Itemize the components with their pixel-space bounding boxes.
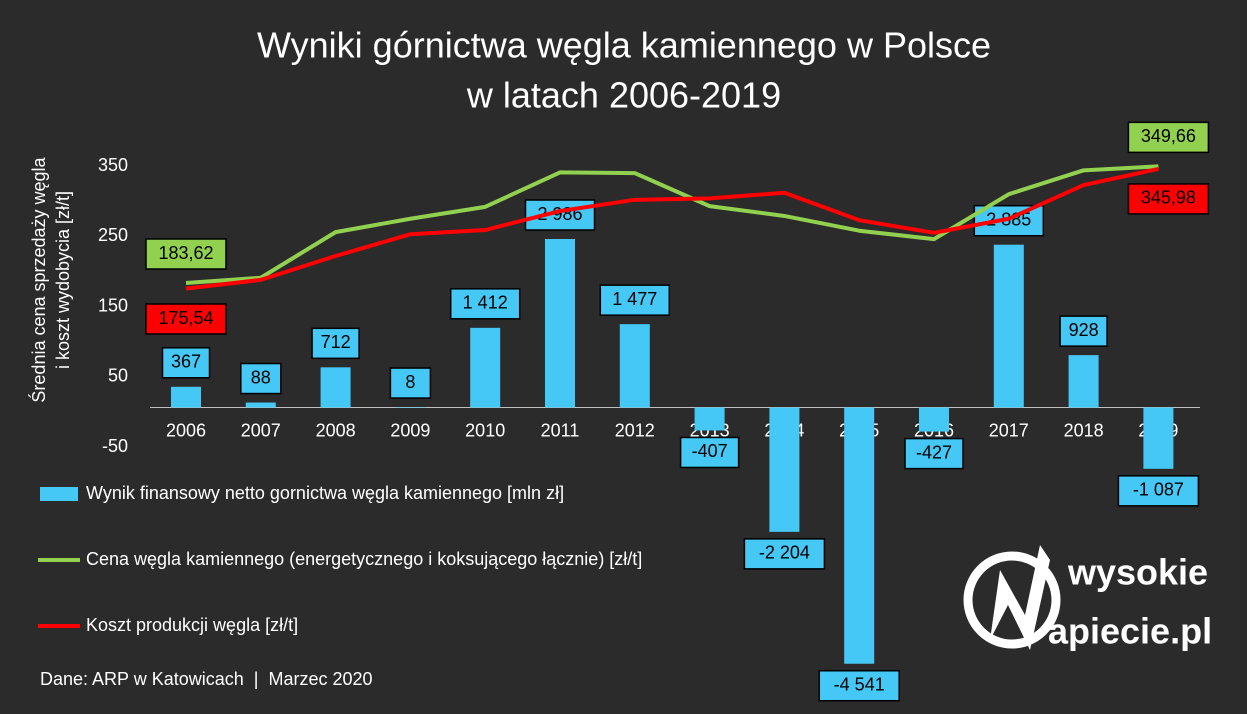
bar-label-box <box>161 347 211 379</box>
bar-label: 1 412 <box>463 293 508 313</box>
y-tick-label: 350 <box>98 155 128 175</box>
chart-title: w latach 2006-2019 <box>466 75 781 116</box>
legend-swatch <box>40 487 78 501</box>
bar <box>545 239 575 408</box>
bar-label: -407 <box>692 441 728 461</box>
x-tick-label: 2018 <box>1064 420 1104 440</box>
bar-label: -427 <box>916 442 952 462</box>
legend-label: Koszt produkcji węgla [zł/t] <box>86 615 298 635</box>
x-tick-label: 2012 <box>615 420 655 440</box>
bar-label: 367 <box>171 352 201 372</box>
line-label: 345,98 <box>1141 188 1196 208</box>
logo-bolt <box>990 545 1050 650</box>
line-label: 175,54 <box>158 308 213 328</box>
bar <box>1068 355 1099 408</box>
x-tick-label: 2007 <box>241 420 281 440</box>
bar-label-box <box>904 437 964 470</box>
line-label: 349,66 <box>1141 126 1196 146</box>
bar-label: 1 477 <box>612 289 657 309</box>
bar-label: 928 <box>1069 320 1099 340</box>
bar-label-box <box>973 204 1045 237</box>
x-tick-label: 2011 <box>541 420 580 440</box>
x-tick-label: 2008 <box>316 420 356 440</box>
x-tick-label: 2006 <box>166 420 206 440</box>
y-axis-label: i koszt wydobycia [zł/t] <box>53 191 73 369</box>
line-label-box <box>145 238 227 270</box>
y-tick-label: 150 <box>98 295 128 315</box>
x-tick-label: 2009 <box>390 420 430 440</box>
bar-label: -2 204 <box>759 543 810 563</box>
source: Dane: ARP w Katowicach | Marzec 2020 <box>40 669 373 689</box>
y-tick-label: -50 <box>102 436 128 456</box>
line <box>185 166 1159 291</box>
legend-label: Wynik finansowy netto gornictwa węgla ka… <box>86 483 564 503</box>
bar-label-box <box>743 538 826 570</box>
bar-label-box <box>1059 315 1108 347</box>
bar-label-box <box>599 284 671 316</box>
bar <box>1143 407 1174 469</box>
logo-text: apiecie.pl <box>1048 611 1212 652</box>
bar-label-box <box>1117 475 1200 507</box>
line-label-box <box>1127 121 1210 154</box>
bar <box>245 402 276 408</box>
bar-label: 712 <box>321 332 351 352</box>
bar-label-box <box>240 362 282 395</box>
bar-label-box <box>818 669 900 702</box>
y-tick-label: 50 <box>108 366 128 386</box>
x-tick-label: 2017 <box>989 420 1029 440</box>
bar-label: 8 <box>405 372 415 392</box>
line <box>185 164 1159 285</box>
chart-title: Wyniki górnictwa węgla kamiennego w Pols… <box>257 25 991 66</box>
bar <box>769 407 800 532</box>
bar <box>993 244 1024 408</box>
line-label-box <box>1127 183 1210 215</box>
bar <box>844 407 875 664</box>
bar <box>919 407 949 432</box>
bar-label-box <box>389 367 432 399</box>
bar-label-box <box>449 288 521 320</box>
legend-label: Cena węgla kamiennego (energetycznego i … <box>86 549 642 569</box>
bar <box>320 367 351 408</box>
bar <box>470 327 501 408</box>
bar <box>619 324 650 408</box>
x-tick-label: 2010 <box>465 420 505 440</box>
logo-text: wysokie <box>1067 552 1208 593</box>
bar-label: 88 <box>251 367 271 387</box>
line-label-box <box>145 303 227 335</box>
y-axis-label: Średnia cena sprzedaży węgla <box>28 156 49 402</box>
bar-label-box <box>311 327 360 360</box>
bar <box>171 386 201 408</box>
logo-ring <box>963 551 1061 649</box>
logo: wysokie apiecie.pl <box>963 545 1212 652</box>
bar-label: -4 541 <box>834 674 885 694</box>
bar <box>694 407 725 431</box>
bar-label: -1 087 <box>1133 480 1184 500</box>
y-tick-label: 250 <box>98 225 128 245</box>
bar-label-box <box>679 436 740 469</box>
line-label: 183,62 <box>158 243 213 263</box>
